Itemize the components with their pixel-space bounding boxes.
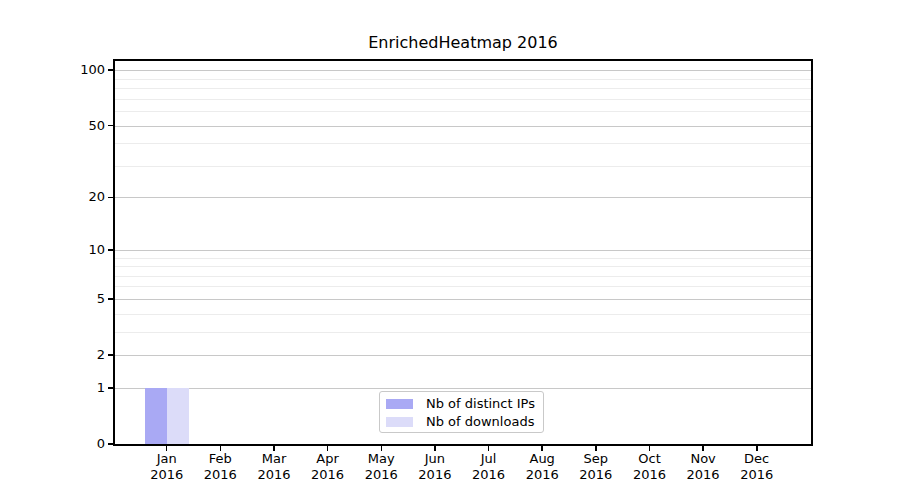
x-tick-label-month: Apr xyxy=(311,451,344,467)
bar-downloads-jan-2016 xyxy=(167,388,189,444)
x-tick-label-month: Jun xyxy=(418,451,451,467)
x-tick-label-jun: Jun2016 xyxy=(418,451,451,483)
x-tick-label-year: 2016 xyxy=(740,467,773,483)
x-tick-label-month: Aug xyxy=(526,451,559,467)
x-tick-label-apr: Apr2016 xyxy=(311,451,344,483)
x-tick-label-year: 2016 xyxy=(150,467,183,483)
x-tick-label-month: Feb xyxy=(204,451,237,467)
x-tick-label-month: Nov xyxy=(687,451,720,467)
y-tick-label-100: 100 xyxy=(0,62,105,78)
plot-area xyxy=(113,59,813,446)
x-tick-label-month: Oct xyxy=(633,451,666,467)
x-tick-label-month: May xyxy=(365,451,398,467)
x-tick-label-year: 2016 xyxy=(472,467,505,483)
y-tick-label-1: 1 xyxy=(0,380,105,396)
x-tick-label-year: 2016 xyxy=(418,467,451,483)
chart-title: EnrichedHeatmap 2016 xyxy=(113,33,813,52)
x-tick-label-aug: Aug2016 xyxy=(526,451,559,483)
y-tick-label-5: 5 xyxy=(0,291,105,307)
x-tick-label-month: Mar xyxy=(257,451,290,467)
y-tick-2 xyxy=(108,354,113,356)
x-tick-label-month: Jan xyxy=(150,451,183,467)
x-tick-label-year: 2016 xyxy=(633,467,666,483)
x-tick-label-year: 2016 xyxy=(311,467,344,483)
x-tick-label-oct: Oct2016 xyxy=(633,451,666,483)
x-tick-label-month: Sep xyxy=(579,451,612,467)
x-tick-label-mar: Mar2016 xyxy=(257,451,290,483)
x-tick-label-jul: Jul2016 xyxy=(472,451,505,483)
x-tick-label-jan: Jan2016 xyxy=(150,451,183,483)
x-tick-label-year: 2016 xyxy=(687,467,720,483)
x-tick-label-dec: Dec2016 xyxy=(740,451,773,483)
bars-layer xyxy=(115,61,811,444)
y-tick-100 xyxy=(108,69,113,71)
x-tick-label-feb: Feb2016 xyxy=(204,451,237,483)
legend-item: Nb of distinct IPs xyxy=(386,395,543,413)
x-tick-label-year: 2016 xyxy=(204,467,237,483)
legend: Nb of distinct IPs Nb of downloads xyxy=(379,391,544,433)
x-tick-label-sep: Sep2016 xyxy=(579,451,612,483)
legend-swatch-downloads xyxy=(386,417,413,427)
legend-swatch-distinct-ips xyxy=(386,399,413,409)
y-tick-10 xyxy=(108,249,113,251)
chart-figure: EnrichedHeatmap 2016 0125102050100 Jan20… xyxy=(0,0,900,500)
x-tick-label-month: Dec xyxy=(740,451,773,467)
x-tick-label-may: May2016 xyxy=(365,451,398,483)
x-tick-label-month: Jul xyxy=(472,451,505,467)
x-tick-label-nov: Nov2016 xyxy=(687,451,720,483)
y-tick-label-0: 0 xyxy=(0,436,105,452)
y-tick-20 xyxy=(108,197,113,199)
legend-label-downloads: Nb of downloads xyxy=(426,414,534,430)
y-tick-5 xyxy=(108,298,113,300)
y-tick-label-50: 50 xyxy=(0,118,105,134)
y-tick-label-2: 2 xyxy=(0,347,105,363)
bar-distinct-ips-jan-2016 xyxy=(145,388,167,444)
x-tick-label-year: 2016 xyxy=(579,467,612,483)
y-tick-0 xyxy=(108,443,113,445)
x-tick-label-year: 2016 xyxy=(365,467,398,483)
legend-item: Nb of downloads xyxy=(386,413,543,431)
y-tick-1 xyxy=(108,387,113,389)
y-tick-label-20: 20 xyxy=(0,189,105,205)
y-tick-50 xyxy=(108,125,113,127)
y-tick-label-10: 10 xyxy=(0,242,105,258)
x-tick-label-year: 2016 xyxy=(526,467,559,483)
x-tick-label-year: 2016 xyxy=(257,467,290,483)
legend-label-distinct-ips: Nb of distinct IPs xyxy=(426,396,535,412)
